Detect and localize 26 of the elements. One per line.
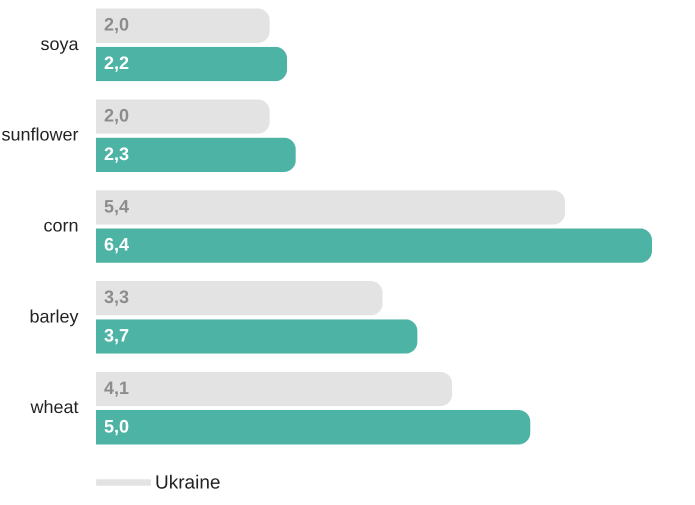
y-tick-label: sunflower	[1, 124, 78, 145]
bar	[96, 99, 270, 134]
bar	[96, 280, 383, 316]
data-label: 2,3	[104, 144, 130, 164]
y-tick-label: barley	[29, 306, 78, 326]
data-label: 6,4	[104, 234, 130, 255]
bar	[96, 8, 270, 43]
bar	[96, 372, 452, 406]
y-tick-label: wheat	[29, 397, 78, 418]
bar	[96, 319, 418, 354]
data-label: 2,2	[104, 52, 130, 73]
bar	[96, 46, 288, 82]
bar	[96, 228, 652, 263]
data-label: 3,7	[104, 325, 130, 346]
data-label: 5,0	[104, 416, 130, 436]
data-label: 4,1	[104, 378, 130, 398]
data-label: 2,0	[104, 14, 130, 35]
data-label: 3,3	[104, 287, 130, 308]
bar	[96, 410, 530, 444]
bar	[96, 190, 566, 225]
y-tick-label: soya	[40, 34, 80, 54]
data-label: 2,0	[104, 106, 130, 126]
data-label: 5,4	[104, 196, 130, 216]
y-tick-label: corn	[43, 216, 78, 236]
legend-label: Ukraine	[155, 472, 220, 494]
bar	[96, 138, 296, 172]
